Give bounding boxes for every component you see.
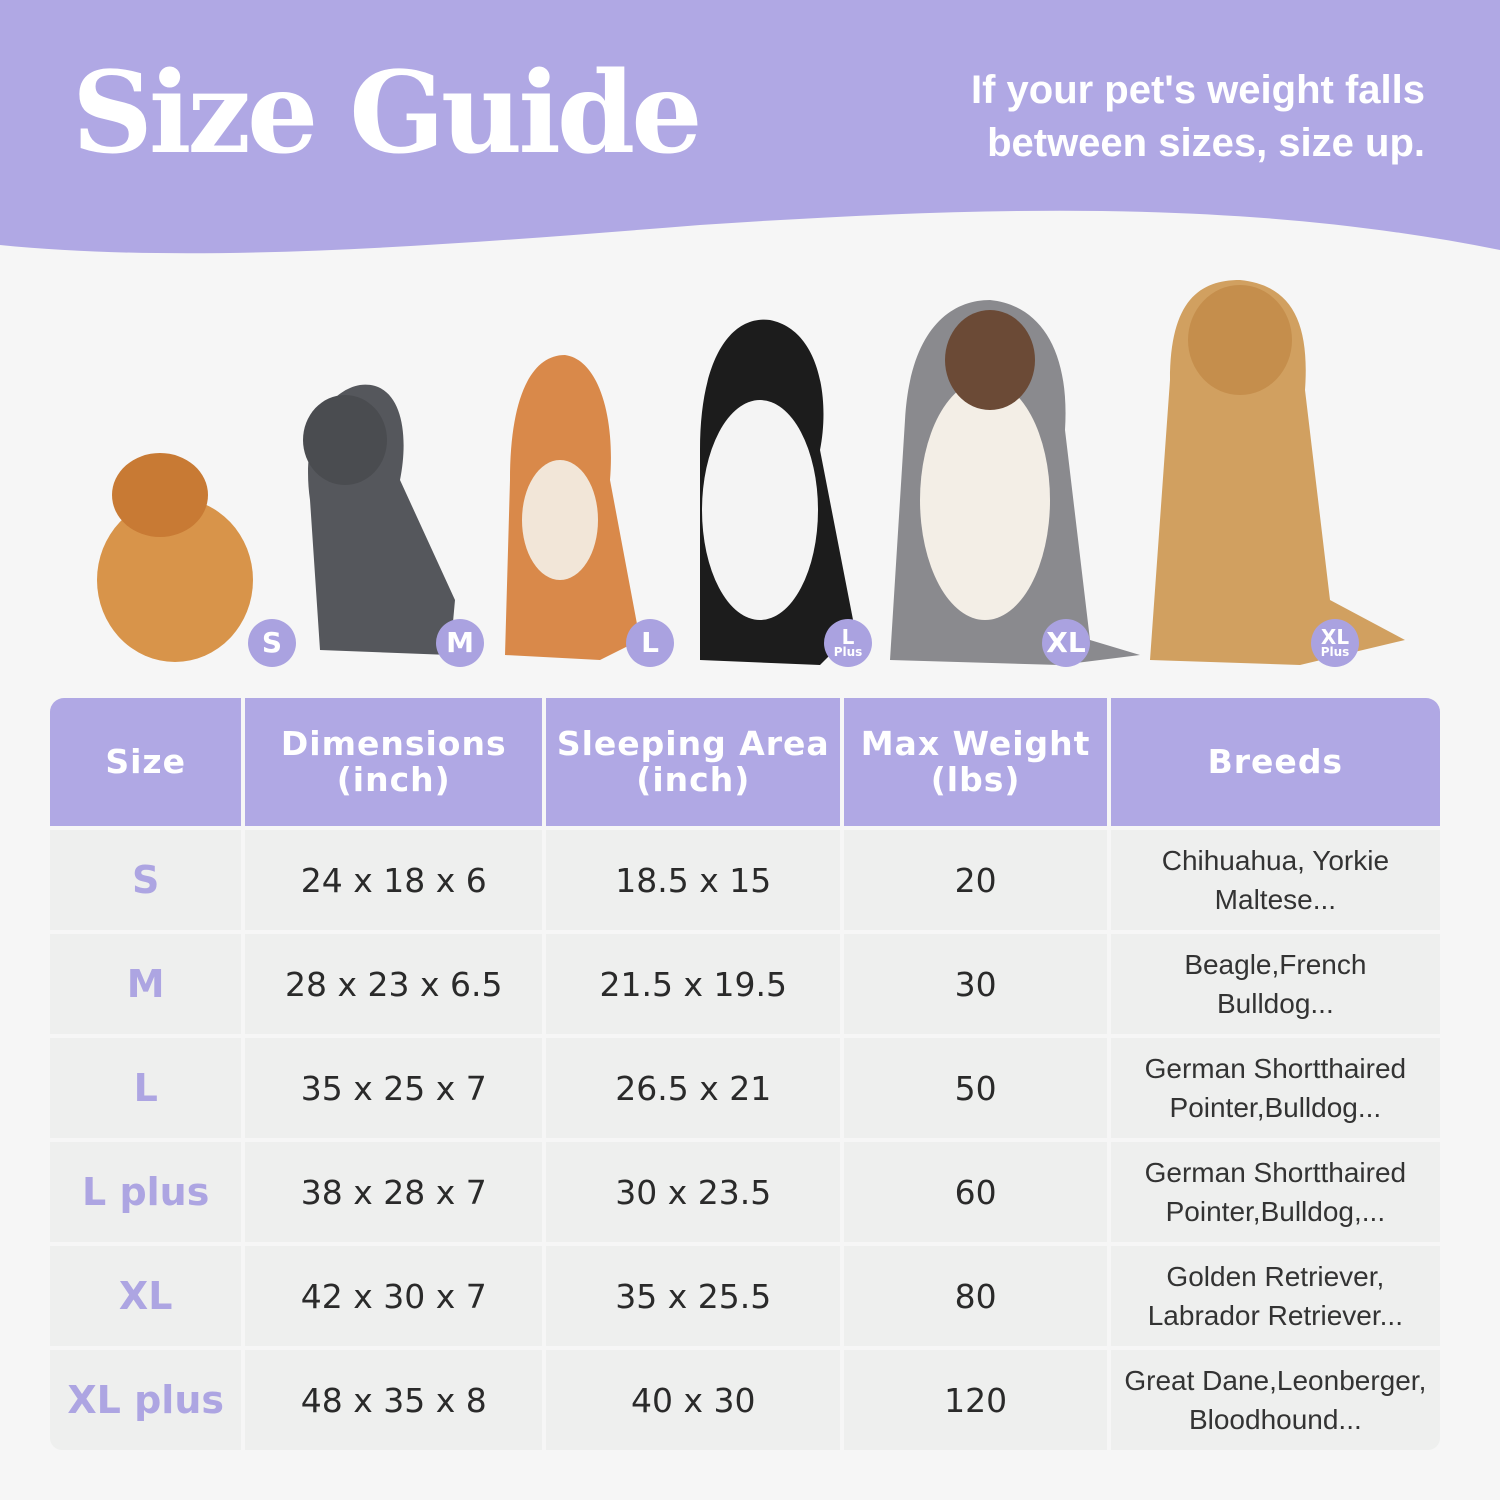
max-weight-cell: 120: [844, 1350, 1107, 1450]
table-row: XL plus 48 x 35 x 8 40 x 30 120 Great Dane,L…: [50, 1350, 1440, 1450]
sleeping-area-cell: 18.5 x 15: [546, 830, 841, 930]
breeds-line: Pointer,Bulldog...: [1169, 1092, 1382, 1123]
header-size: Size: [50, 698, 242, 826]
table-row: M 28 x 23 x 6.5 21.5 x 19.5 30 Beagle,French…: [50, 934, 1440, 1034]
max-weight-cell: 30: [844, 934, 1107, 1034]
breeds-line: German Shortthaired: [1144, 1157, 1407, 1188]
header-sleeping-area: Sleeping Area (inch): [546, 698, 841, 826]
header-max-weight: Max Weight (lbs): [844, 698, 1107, 826]
breeds-line: Bloodhound...: [1188, 1404, 1362, 1435]
dimensions-cell: 48 x 35 x 8: [245, 1350, 543, 1450]
header-text: Dimensions: [280, 724, 507, 763]
size-badge-l: L: [626, 619, 674, 667]
badge-sublabel: Plus: [833, 645, 863, 659]
badge-label: L: [841, 625, 855, 649]
sleeping-area-cell: 21.5 x 19.5: [546, 934, 841, 1034]
max-weight-cell: 80: [844, 1246, 1107, 1346]
dog-border-collie-image: [700, 319, 855, 665]
dimensions-cell: 24 x 18 x 6: [245, 830, 543, 930]
header-unit: (inch): [636, 760, 751, 799]
size-up-note: If your pet's weight falls between sizes…: [865, 64, 1425, 170]
max-weight-cell: 60: [844, 1142, 1107, 1242]
dimensions-cell: 38 x 28 x 7: [245, 1142, 543, 1242]
dog-french-bulldog-image: [303, 384, 455, 655]
badge-label: M: [446, 626, 474, 659]
header-text: Breeds: [1207, 742, 1344, 781]
dog-lineup: [97, 280, 1405, 665]
breeds-line: Pointer,Bulldog,...: [1165, 1196, 1386, 1227]
sleeping-area-cell: 30 x 23.5: [546, 1142, 841, 1242]
subtitle-line: between sizes, size up.: [987, 121, 1425, 165]
header-text: Sleeping Area: [556, 724, 830, 763]
table-row: S 24 x 18 x 6 18.5 x 15 20 Chihuahua, Yorkie…: [50, 830, 1440, 930]
page-title: Size Guide: [72, 48, 702, 179]
breeds-cell: German Shortthaired Pointer,Bulldog...: [1110, 1038, 1440, 1138]
size-badge-l-plus: L Plus: [824, 619, 872, 667]
breeds-line: German Shortthaired: [1144, 1053, 1407, 1084]
table-row: XL 42 x 30 x 7 35 x 25.5 80 Golden Retriever…: [50, 1246, 1440, 1346]
dog-australian-shepherd-image: [890, 300, 1140, 665]
size-badge-xl: XL: [1042, 619, 1090, 667]
table-row: L 35 x 25 x 7 26.5 x 21 50 German Shortthair…: [50, 1038, 1440, 1138]
subtitle-line: If your pet's weight falls: [970, 68, 1425, 112]
dimensions-cell: 28 x 23 x 6.5: [245, 934, 543, 1034]
dog-pomeranian-image: [97, 453, 253, 662]
header-unit: (inch): [336, 760, 451, 799]
breeds-line: Great Dane,Leonberger,: [1124, 1365, 1427, 1396]
badge-label: XL: [1320, 625, 1350, 649]
table-header-row: Size Dimensions (inch) Sleeping Area (inch…: [50, 698, 1440, 826]
size-badge-m: M: [436, 619, 484, 667]
size-badge-s: S: [248, 619, 296, 667]
breeds-line: Labrador Retriever...: [1147, 1300, 1403, 1331]
breeds-line: Chihuahua, Yorkie: [1161, 845, 1390, 876]
sleeping-area-cell: 35 x 25.5: [546, 1246, 841, 1346]
header-unit: (lbs): [930, 760, 1021, 799]
breeds-line: Maltese...: [1214, 884, 1337, 915]
badge-label: S: [261, 626, 283, 659]
table-row: L plus 38 x 28 x 7 30 x 23.5 60 German Short…: [50, 1142, 1440, 1242]
sleeping-area-cell: 40 x 30: [546, 1350, 841, 1450]
size-cell: XL plus: [50, 1350, 242, 1450]
breeds-cell: Beagle,French Bulldog...: [1110, 934, 1440, 1034]
sleeping-area-cell: 26.5 x 21: [546, 1038, 841, 1138]
header-dimensions: Dimensions (inch): [245, 698, 543, 826]
dog-shiba-inu-image: [505, 355, 640, 660]
badge-label: L: [641, 626, 659, 659]
size-cell: L plus: [50, 1142, 242, 1242]
size-cell: S: [50, 830, 242, 930]
size-cell: M: [50, 934, 242, 1034]
breeds-cell: Golden Retriever, Labrador Retriever...: [1110, 1246, 1440, 1346]
dog-golden-retriever-image: [1150, 280, 1405, 665]
breeds-cell: Great Dane,Leonberger, Bloodhound...: [1110, 1350, 1440, 1450]
badge-label: XL: [1046, 626, 1086, 659]
breeds-line: Bulldog...: [1216, 988, 1334, 1019]
size-cell: L: [50, 1038, 242, 1138]
header-breeds: Breeds: [1110, 698, 1440, 826]
max-weight-cell: 20: [844, 830, 1107, 930]
breeds-line: Beagle,French: [1184, 949, 1367, 980]
dimensions-cell: 42 x 30 x 7: [245, 1246, 543, 1346]
size-badge-xl-plus: XL Plus: [1311, 619, 1359, 667]
breeds-cell: German Shortthaired Pointer,Bulldog,...: [1110, 1142, 1440, 1242]
header-text: Size: [105, 742, 187, 781]
header-text: Max Weight: [860, 724, 1091, 763]
breeds-line: Golden Retriever,: [1166, 1261, 1385, 1292]
header-band: [0, 0, 1500, 254]
size-table: Size Dimensions (inch) Sleeping Area (inch…: [46, 694, 1444, 1454]
max-weight-cell: 50: [844, 1038, 1107, 1138]
size-cell: XL: [50, 1246, 242, 1346]
dimensions-cell: 35 x 25 x 7: [245, 1038, 543, 1138]
breeds-cell: Chihuahua, Yorkie Maltese...: [1110, 830, 1440, 930]
badge-sublabel: Plus: [1320, 645, 1350, 659]
